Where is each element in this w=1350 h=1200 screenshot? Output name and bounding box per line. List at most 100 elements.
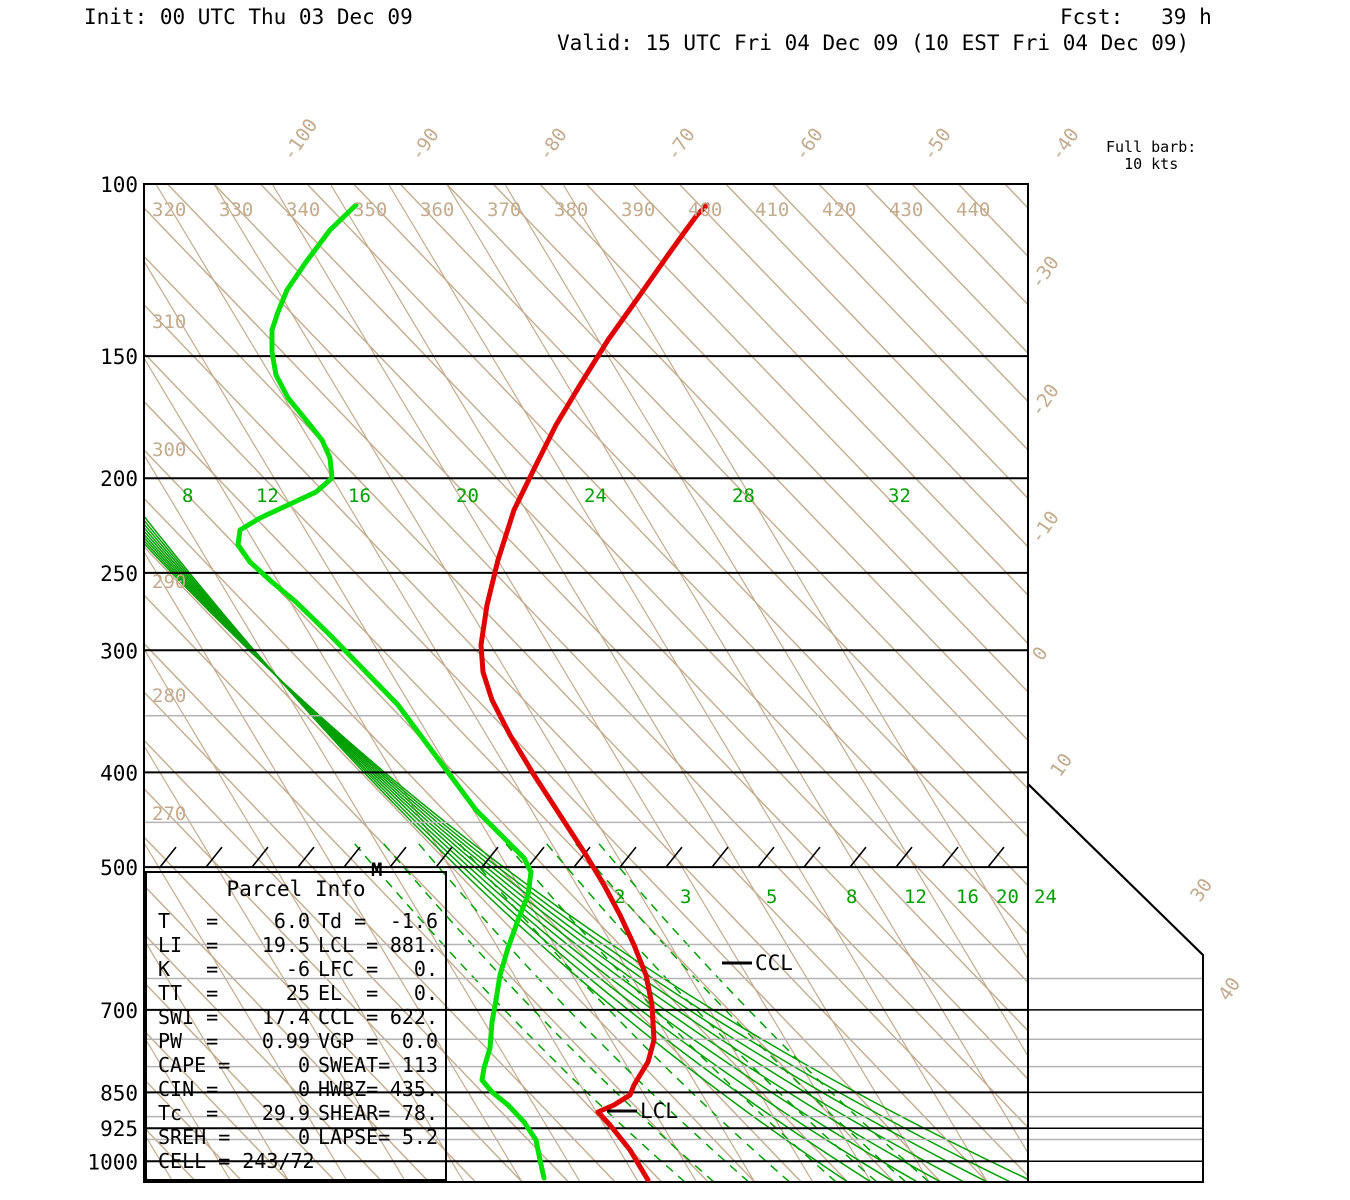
barb-full: [959, 257, 962, 278]
hatch-500mb: [159, 846, 1005, 868]
dry-adiabat: [353, 184, 1028, 887]
barb-full: [943, 336, 946, 357]
barb-full: [1014, 1139, 1017, 1160]
mixing-ratio-line: [572, 840, 907, 1182]
isotherm-right-label: 30: [1186, 874, 1217, 905]
mixing-ratio-lines: [351, 840, 930, 1182]
ccl-label: CCL: [755, 951, 793, 975]
isotherm-top-labels: -100 -90 -80 -70 -60 -50 -40: [278, 115, 1084, 165]
barb-full: [955, 742, 958, 763]
hatch-tick: [251, 846, 269, 868]
mixing-ratio-line: [456, 840, 791, 1182]
dry-adiabat: [144, 497, 802, 1182]
wind-barb: [997, 1045, 1029, 1061]
hatch-tick: [389, 846, 407, 868]
moist-adiabat: [144, 514, 849, 1182]
header-valid: Valid: 15 UTC Fri 04 Dec 09 (10 EST Fri …: [557, 31, 1190, 55]
dry-adiabat: [957, 184, 1028, 258]
barb-full: [952, 401, 955, 422]
hatch-tick: [665, 846, 683, 868]
dry-adiabat: [144, 1174, 151, 1182]
parcel-value-right: 881.: [390, 933, 438, 957]
pressure-label: 250: [100, 562, 138, 586]
dry-adiabat: [1145, 184, 1350, 1182]
hatch-tick: [205, 846, 223, 868]
dry-adiabat: [144, 255, 1028, 1177]
barb-full: [950, 437, 953, 458]
parcel-info-title: Parcel Info: [226, 877, 365, 901]
theta-labels: 320 330 340 350 360 370 380 390 400 410 420 430 440 3…: [152, 199, 990, 825]
barb-full: [947, 577, 950, 598]
sounding-dewpoint-curve: [235, 202, 547, 1181]
hatch-tick: [757, 846, 775, 868]
barb-full: [951, 331, 954, 352]
barb-full: [974, 596, 977, 617]
moist-adiabat-label: 12: [256, 485, 279, 507]
parcel-label-left: LI =: [158, 933, 218, 957]
isotherm: [144, 550, 523, 1182]
parcel-label-left: CAPE =: [158, 1053, 230, 1077]
hatch-tick: [435, 846, 453, 868]
moist-adiabat-labels: 8 12 16 20 24 28 32: [182, 485, 911, 507]
isotherm: [144, 938, 290, 1182]
parcel-cell: CELL = 243/72: [158, 1149, 315, 1173]
parcel-label-right: SWEAT=: [318, 1053, 390, 1077]
barb-full: [971, 700, 974, 721]
barb-full: [943, 230, 946, 251]
isotherm-top-label: -70: [662, 124, 700, 165]
wind-barb: [1028, 918, 1029, 920]
parcel-value-left: 0: [298, 1125, 310, 1149]
mixing-ratio-label: 2: [614, 886, 625, 908]
barb-full: [951, 261, 954, 282]
isotherm: [0, 184, 115, 1182]
barb-full: [960, 397, 963, 418]
moist-adiabats: [144, 514, 1028, 1182]
theta-label: 370: [487, 199, 521, 221]
parcel-label-right: Td =: [318, 909, 366, 933]
dry-adiabat: [144, 400, 895, 1182]
barb-pennant: [939, 406, 954, 429]
dry-adiabat: [144, 884, 430, 1182]
isotherm-right-label: 0: [1028, 643, 1053, 665]
dry-adiabat: [144, 545, 756, 1182]
dry-adiabat: [818, 184, 1028, 403]
dry-adiabat: [144, 932, 383, 1182]
dry-adiabat: [144, 303, 988, 1182]
dry-adiabat: [632, 184, 1028, 597]
parcel-value-right: 0.: [414, 981, 438, 1005]
moist-adiabat-label: 24: [584, 485, 607, 507]
dry-adiabat: [864, 184, 1028, 355]
isotherm-top-label: -80: [534, 124, 572, 165]
barb-half: [977, 259, 979, 270]
parcel-value-left: 0.99: [262, 1029, 310, 1053]
barb-pennant: [939, 371, 954, 394]
isotherm-right-label: 40: [1214, 973, 1245, 1004]
dry-adiabat: [144, 448, 849, 1182]
isotherm: [271, 184, 872, 1182]
dry-adiabat: [144, 352, 942, 1182]
hatch-tick: [573, 846, 591, 868]
pressure-label: 150: [100, 345, 138, 369]
mixing-ratio-labels: 2 3 5 8 12 16 20 24: [614, 886, 1057, 908]
barb-half: [997, 1050, 999, 1061]
barb-full: [952, 366, 955, 387]
parcel-label-left: Tc =: [158, 1101, 218, 1125]
dry-adiabat: [166, 184, 1028, 1081]
parcel-label-left: CIN =: [158, 1077, 218, 1101]
isotherm: [144, 453, 581, 1182]
barb-full: [1003, 1078, 1006, 1099]
parcel-label-left: PW =: [158, 1029, 218, 1053]
mixing-ratio-line: [502, 840, 837, 1182]
barb-full: [958, 639, 961, 660]
isotherm: [329, 184, 930, 1182]
barb-full: [954, 843, 957, 864]
dry-adiabat: [144, 690, 616, 1182]
barb-full: [974, 799, 977, 820]
dry-adiabat: [585, 184, 1028, 645]
pressure-label: 850: [100, 1081, 138, 1105]
dry-adiabat: [446, 184, 1028, 790]
barb-full: [975, 319, 978, 340]
dry-adiabat: [144, 739, 570, 1182]
theta-label: 350: [353, 199, 387, 221]
